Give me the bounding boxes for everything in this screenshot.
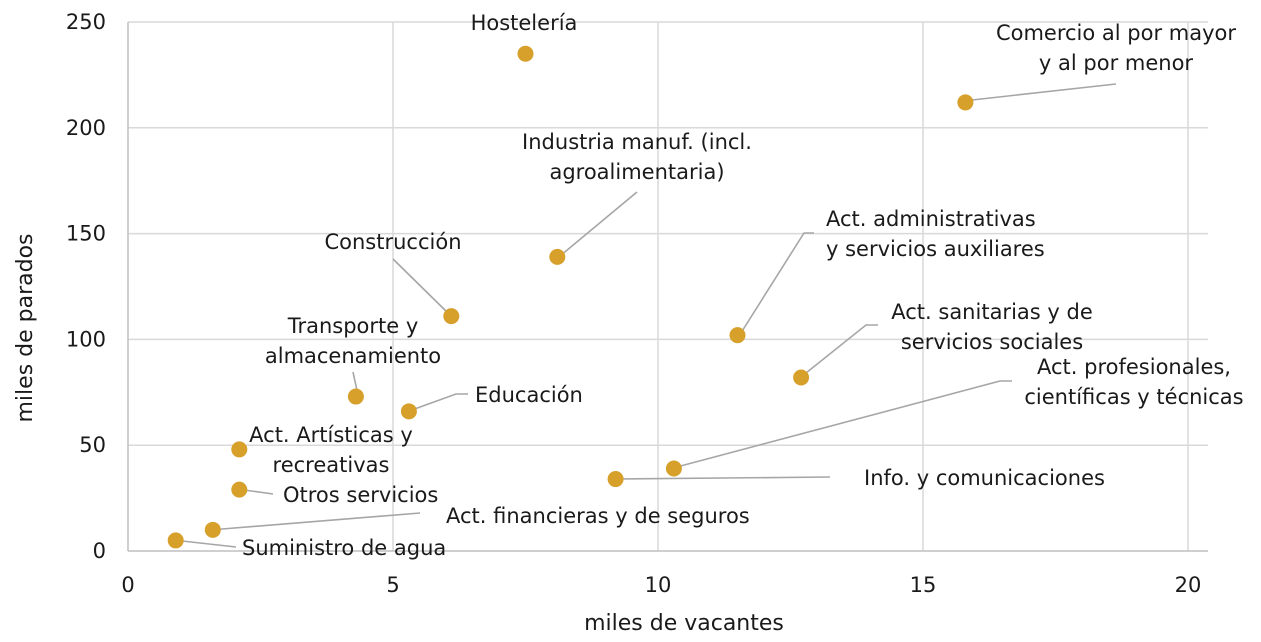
data-point: [231, 441, 248, 458]
point-label-line: Info. y comunicaciones: [864, 466, 1105, 490]
x-tick-label: 5: [386, 573, 399, 597]
point-label-line: Otros servicios: [283, 483, 438, 507]
y-tick-label: 150: [66, 222, 106, 246]
point-label-line: Act. administrativas: [826, 207, 1036, 231]
point-labels: Hostelería Comercio al por mayor y al por …: [242, 11, 1244, 560]
point-label-line: Comercio al por mayor: [996, 21, 1236, 45]
leader-line: [209, 512, 421, 531]
point-label: Info. y comunicaciones: [864, 466, 1105, 490]
data-point: [607, 471, 624, 488]
point-label-line: Suministro de agua: [242, 536, 446, 560]
leader-line: [672, 380, 1012, 469]
point-label: Suministro de agua: [242, 536, 446, 560]
leader-line: [392, 258, 451, 316]
data-point: [517, 45, 534, 62]
y-axis-title: miles de parados: [13, 234, 38, 423]
leader-lines: [172, 83, 1117, 548]
point-label-line: servicios sociales: [901, 330, 1083, 354]
point-label-line: Educación: [475, 383, 583, 407]
point-label-line: Act. Artísticas y: [249, 423, 413, 447]
point-label-line: y al por menor: [1039, 51, 1194, 75]
point-label-line: Act. financieras y de seguros: [446, 504, 750, 528]
gridlines: [128, 21, 1208, 551]
point-label-line: científicas y técnicas: [1024, 385, 1243, 409]
x-tick-label: 10: [645, 573, 672, 597]
leader-line: [616, 476, 831, 480]
point-label: Comercio al por mayor y al por menor: [996, 21, 1236, 75]
data-point: [793, 369, 810, 386]
axes: 0 50 100 150 200 250 0 5 10 15 20: [66, 10, 1208, 597]
y-tick-label: 250: [66, 10, 106, 34]
point-label: Act. financieras y de seguros: [446, 504, 750, 528]
leader-line: [559, 191, 638, 257]
data-point: [665, 460, 682, 477]
leader-line: [800, 324, 878, 378]
data-point: [400, 403, 417, 420]
point-label: Industria manuf. (incl. agroalimentaria): [522, 130, 752, 184]
point-label-line: Act. sanitarias y de: [891, 300, 1093, 324]
data-point: [231, 481, 248, 498]
y-tick-label: 100: [66, 327, 106, 351]
point-label-line: almacenamiento: [265, 344, 441, 368]
y-tick-label: 0: [93, 539, 106, 563]
point-label: Act. Artísticas y recreativas: [249, 423, 413, 477]
point-label-line: Transporte y: [287, 314, 419, 338]
data-point: [204, 521, 221, 538]
point-label: Transporte y almacenamiento: [265, 314, 441, 368]
data-point: [347, 388, 364, 405]
point-label: Hostelería: [471, 11, 578, 35]
data-point: [549, 248, 566, 265]
point-label-line: Construcción: [324, 230, 461, 254]
x-tick-label: 0: [121, 573, 134, 597]
leader-line: [962, 83, 1117, 102]
leader-line: [408, 393, 468, 412]
leader-line: [738, 232, 814, 337]
y-tick-label: 200: [66, 116, 106, 140]
point-label-line: Hostelería: [471, 11, 578, 35]
data-point: [167, 532, 184, 549]
y-tick-label: 50: [79, 433, 106, 457]
data-point: [729, 327, 746, 344]
point-label-line: Act. profesionales,: [1037, 355, 1231, 379]
point-label: Act. profesionales, científicas y técnica…: [1024, 355, 1243, 409]
point-label-line: agroalimentaria): [549, 160, 724, 184]
x-tick-label: 15: [910, 573, 937, 597]
point-label-line: Industria manuf. (incl.: [522, 130, 752, 154]
data-point: [443, 308, 460, 325]
point-label-line: y servicios auxiliares: [826, 237, 1045, 261]
point-label: Educación: [475, 383, 583, 407]
point-label: Otros servicios: [283, 483, 438, 507]
data-point: [957, 94, 974, 111]
data-points: [167, 45, 974, 549]
x-axis-title: miles de vacantes: [584, 611, 784, 636]
point-label: Construcción: [324, 230, 461, 254]
x-tick-label: 20: [1175, 573, 1202, 597]
point-label-line: recreativas: [273, 453, 390, 477]
point-label: Act. sanitarias y de servicios sociales: [891, 300, 1093, 354]
point-label: Act. administrativas y servicios auxiliar…: [826, 207, 1045, 261]
